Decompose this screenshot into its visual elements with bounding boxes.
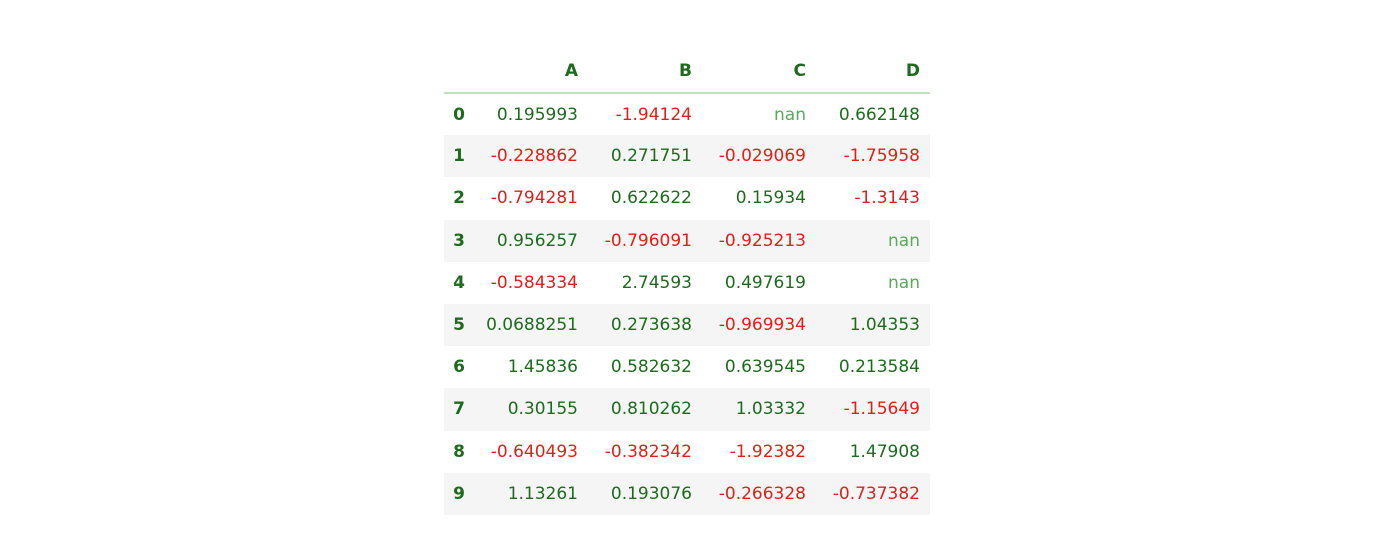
table-row: 9 1.13261 0.193076 -0.266328 -0.737382 [444,472,930,515]
table-cell: -1.92382 [729,441,806,462]
table-cell: -1.94124 [615,104,692,125]
table-cell: 0.273638 [610,315,692,336]
table-cell: 0.662148 [838,104,920,125]
table-cell: nan [774,104,806,125]
table-row: 8 -0.640493 -0.382342 -1.92382 1.47908 [444,431,930,473]
table-cell: 0.213584 [838,357,920,378]
table-row: 5 0.0688251 0.273638 -0.969934 1.04353 [444,303,930,347]
table-cell: 1.45836 [507,357,578,378]
column-header-c: C [702,50,816,94]
column-header-b: B [588,50,702,94]
table-cell: -0.640493 [490,441,578,462]
table-cell: 0.956257 [496,230,578,251]
data-table: A B C D 0 0.195993 -1.94124 nan 0.662148 1 -0.… [444,50,930,515]
table-cell: 0.639545 [724,357,806,378]
table-cell: nan [888,230,920,251]
table-cell: 1.04353 [849,315,920,336]
table-cell: 0.195993 [496,104,578,125]
table-row: 3 0.956257 -0.796091 -0.925213 nan [444,219,930,262]
table-cell: 0.622622 [610,188,692,209]
index-header-corner [444,50,474,94]
table-cell: -0.796091 [604,230,692,251]
table-cell: -0.737382 [832,483,920,504]
header-row: A B C D [444,50,930,94]
row-index: 1 [453,146,465,167]
table-cell: 2.74593 [621,272,692,293]
row-index: 0 [453,104,465,125]
table-row: 6 1.45836 0.582632 0.639545 0.213584 [444,346,930,388]
table-row: 4 -0.584334 2.74593 0.497619 nan [444,262,930,304]
table-row: 1 -0.228862 0.271751 -0.029069 -1.75958 [444,135,930,178]
table-cell: -1.3143 [854,188,920,209]
table-row: 7 0.30155 0.810262 1.03332 -1.15649 [444,388,930,431]
row-index: 3 [453,230,465,251]
table-cell: nan [888,272,920,293]
table-cell: 1.13261 [507,483,578,504]
table-cell: 0.193076 [610,483,692,504]
row-index: 6 [453,357,465,378]
table-cell: 0.271751 [610,146,692,167]
table-cell: 0.582632 [610,357,692,378]
column-header-d: D [816,50,930,94]
table-cell: 0.0688251 [486,315,578,336]
row-index: 5 [453,315,465,336]
table-cell: -0.266328 [718,483,806,504]
row-index: 4 [453,272,465,293]
table-row: 2 -0.794281 0.622622 0.15934 -1.3143 [444,177,930,219]
table-row: 0 0.195993 -1.94124 nan 0.662148 [444,93,930,135]
row-index: 2 [453,188,465,209]
table-body: 0 0.195993 -1.94124 nan 0.662148 1 -0.228862 0.… [444,93,930,515]
table-cell: -0.029069 [718,146,806,167]
table-cell: -0.228862 [490,146,578,167]
table-cell: -0.925213 [718,230,806,251]
column-header-a: A [474,50,588,94]
row-index: 8 [453,441,465,462]
table-cell: -1.15649 [843,399,920,420]
table-cell: -0.969934 [718,315,806,336]
table-cell: 1.03332 [735,399,806,420]
table-header: A B C D [444,50,930,94]
row-index: 7 [453,399,465,420]
row-index: 9 [453,483,465,504]
table-cell: -0.382342 [604,441,692,462]
table-cell: 0.30155 [507,399,578,420]
table-cell: -0.584334 [490,272,578,293]
table-cell: -1.75958 [843,146,920,167]
table-cell: 0.497619 [724,272,806,293]
table-cell: -0.794281 [490,188,578,209]
table-cell: 0.15934 [735,188,806,209]
table-cell: 1.47908 [849,441,920,462]
table-cell: 0.810262 [610,399,692,420]
styled-dataframe: A B C D 0 0.195993 -1.94124 nan 0.662148 1 -0.… [444,50,930,515]
